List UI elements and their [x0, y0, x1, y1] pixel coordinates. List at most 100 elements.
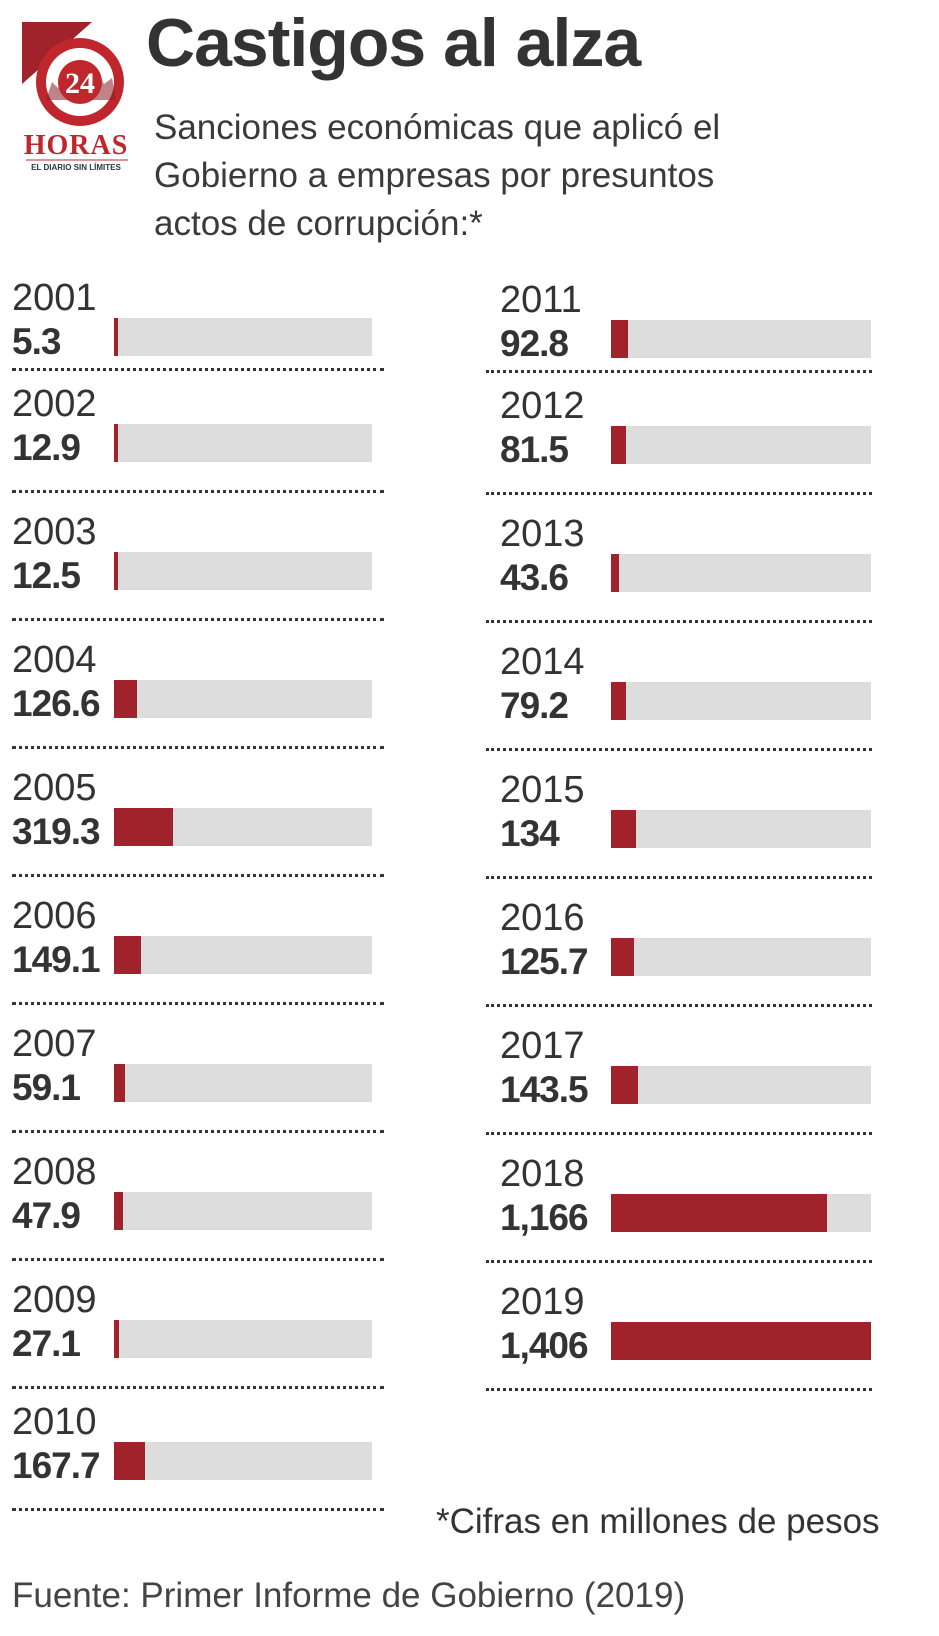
- year-label: 2009: [12, 1279, 97, 1321]
- bar: [611, 1194, 827, 1232]
- bar: [611, 426, 626, 464]
- bar-track: [611, 810, 871, 848]
- bar: [114, 1192, 123, 1230]
- page-title: Castigos al alza: [146, 5, 641, 81]
- value-label: 1,166: [500, 1197, 589, 1238]
- bar: [611, 682, 626, 720]
- bar: [611, 554, 619, 592]
- bar-entry-2004: 2004 126.6: [12, 638, 372, 768]
- year-label: 2017: [500, 1025, 585, 1067]
- value-label: 12.5: [12, 555, 81, 596]
- value-label: 5.3: [12, 321, 61, 362]
- value-label: 126.6: [12, 683, 101, 724]
- bar: [114, 936, 141, 974]
- bar-track: [611, 1194, 871, 1232]
- value-label: 167.7: [12, 1445, 101, 1486]
- year-label: 2006: [12, 895, 97, 937]
- value-label: 59.1: [12, 1067, 81, 1108]
- dotted-divider: [486, 1132, 872, 1135]
- bar-entry-2019: 2019 1,406: [500, 1280, 871, 1410]
- bar: [114, 1320, 119, 1358]
- bar-entry-2007: 2007 59.1: [12, 1022, 372, 1152]
- year-label: 2015: [500, 769, 585, 811]
- bar-track: [114, 680, 372, 718]
- bar-entry-2010: 2010 167.7: [12, 1400, 372, 1530]
- year-label: 2014: [500, 641, 585, 683]
- bar-track: [114, 1320, 372, 1358]
- bar: [114, 1442, 145, 1480]
- year-label: 2019: [500, 1281, 585, 1323]
- horas-logo: 24 HORAS EL DIARIO SIN LÍMITES: [22, 22, 134, 180]
- dotted-divider: [486, 876, 872, 879]
- subtitle: Sanciones económicas que aplicó el Gobie…: [154, 108, 721, 243]
- bar: [611, 1322, 871, 1360]
- bar-track: [611, 938, 871, 976]
- year-label: 2005: [12, 767, 97, 809]
- bar: [114, 808, 173, 846]
- year-label: 2016: [500, 897, 585, 939]
- dotted-divider: [12, 1130, 384, 1133]
- dotted-divider: [12, 746, 384, 749]
- value-label: 92.8: [500, 323, 569, 364]
- bar-entry-2013: 2013 43.6: [500, 512, 871, 642]
- bar-track: [611, 426, 871, 464]
- year-label: 2004: [12, 639, 97, 681]
- value-label: 134: [500, 813, 560, 854]
- dotted-divider: [12, 1002, 384, 1005]
- bar-entry-2006: 2006 149.1: [12, 894, 372, 1024]
- bar-entry-2005: 2005 319.3: [12, 766, 372, 896]
- bar-track: [114, 808, 372, 846]
- dotted-divider: [486, 1260, 872, 1263]
- bar-track: [114, 318, 372, 356]
- year-label: 2003: [12, 511, 97, 553]
- value-label: 319.3: [12, 811, 101, 852]
- dotted-divider: [486, 492, 872, 495]
- bar-entry-2003: 2003 12.5: [12, 510, 372, 640]
- bar-entry-2009: 2009 27.1: [12, 1278, 372, 1408]
- dotted-divider: [12, 1508, 384, 1511]
- year-label: 2001: [12, 277, 97, 319]
- bar: [611, 320, 628, 358]
- bar-track: [611, 554, 871, 592]
- year-label: 2013: [500, 513, 585, 555]
- dotted-divider: [486, 620, 872, 623]
- bar-entry-2011: 2011 92.8: [500, 278, 871, 408]
- dotted-divider: [486, 1388, 872, 1391]
- bar-track: [114, 1192, 372, 1230]
- footnote: *Cifras en millones de pesos: [436, 1502, 880, 1541]
- bar: [114, 680, 137, 718]
- dotted-divider: [12, 368, 384, 371]
- year-label: 2011: [500, 279, 582, 321]
- bar-entry-2015: 2015 134: [500, 768, 871, 898]
- bar-entry-2018: 2018 1,166: [500, 1152, 871, 1282]
- bar: [114, 424, 118, 462]
- bar-track: [114, 936, 372, 974]
- bar: [611, 938, 634, 976]
- bar-track: [114, 424, 372, 462]
- dotted-divider: [486, 1004, 872, 1007]
- value-label: 79.2: [500, 685, 569, 726]
- bar: [114, 318, 118, 356]
- bar: [114, 1064, 125, 1102]
- value-label: 27.1: [12, 1323, 81, 1364]
- value-label: 143.5: [500, 1069, 589, 1110]
- year-label: 2012: [500, 385, 585, 427]
- bar-track: [611, 320, 871, 358]
- year-label: 2008: [12, 1151, 97, 1193]
- value-label: 149.1: [12, 939, 101, 980]
- bar-track: [611, 682, 871, 720]
- value-label: 43.6: [500, 557, 569, 598]
- dotted-divider: [12, 1386, 384, 1389]
- value-label: 81.5: [500, 429, 569, 470]
- dotted-divider: [12, 490, 384, 493]
- bar-entry-2008: 2008 47.9: [12, 1150, 372, 1280]
- year-label: 2002: [12, 383, 97, 425]
- bar: [611, 810, 636, 848]
- dotted-divider: [12, 1258, 384, 1261]
- bar-entry-2001: 2001 5.3: [12, 276, 372, 406]
- bar-entry-2017: 2017 143.5: [500, 1024, 871, 1154]
- bar-track: [611, 1066, 871, 1104]
- horas-logo-icon: 24 HORAS EL DIARIO SIN LÍMITES: [22, 22, 128, 172]
- bar: [611, 1066, 638, 1104]
- dotted-divider: [486, 748, 872, 751]
